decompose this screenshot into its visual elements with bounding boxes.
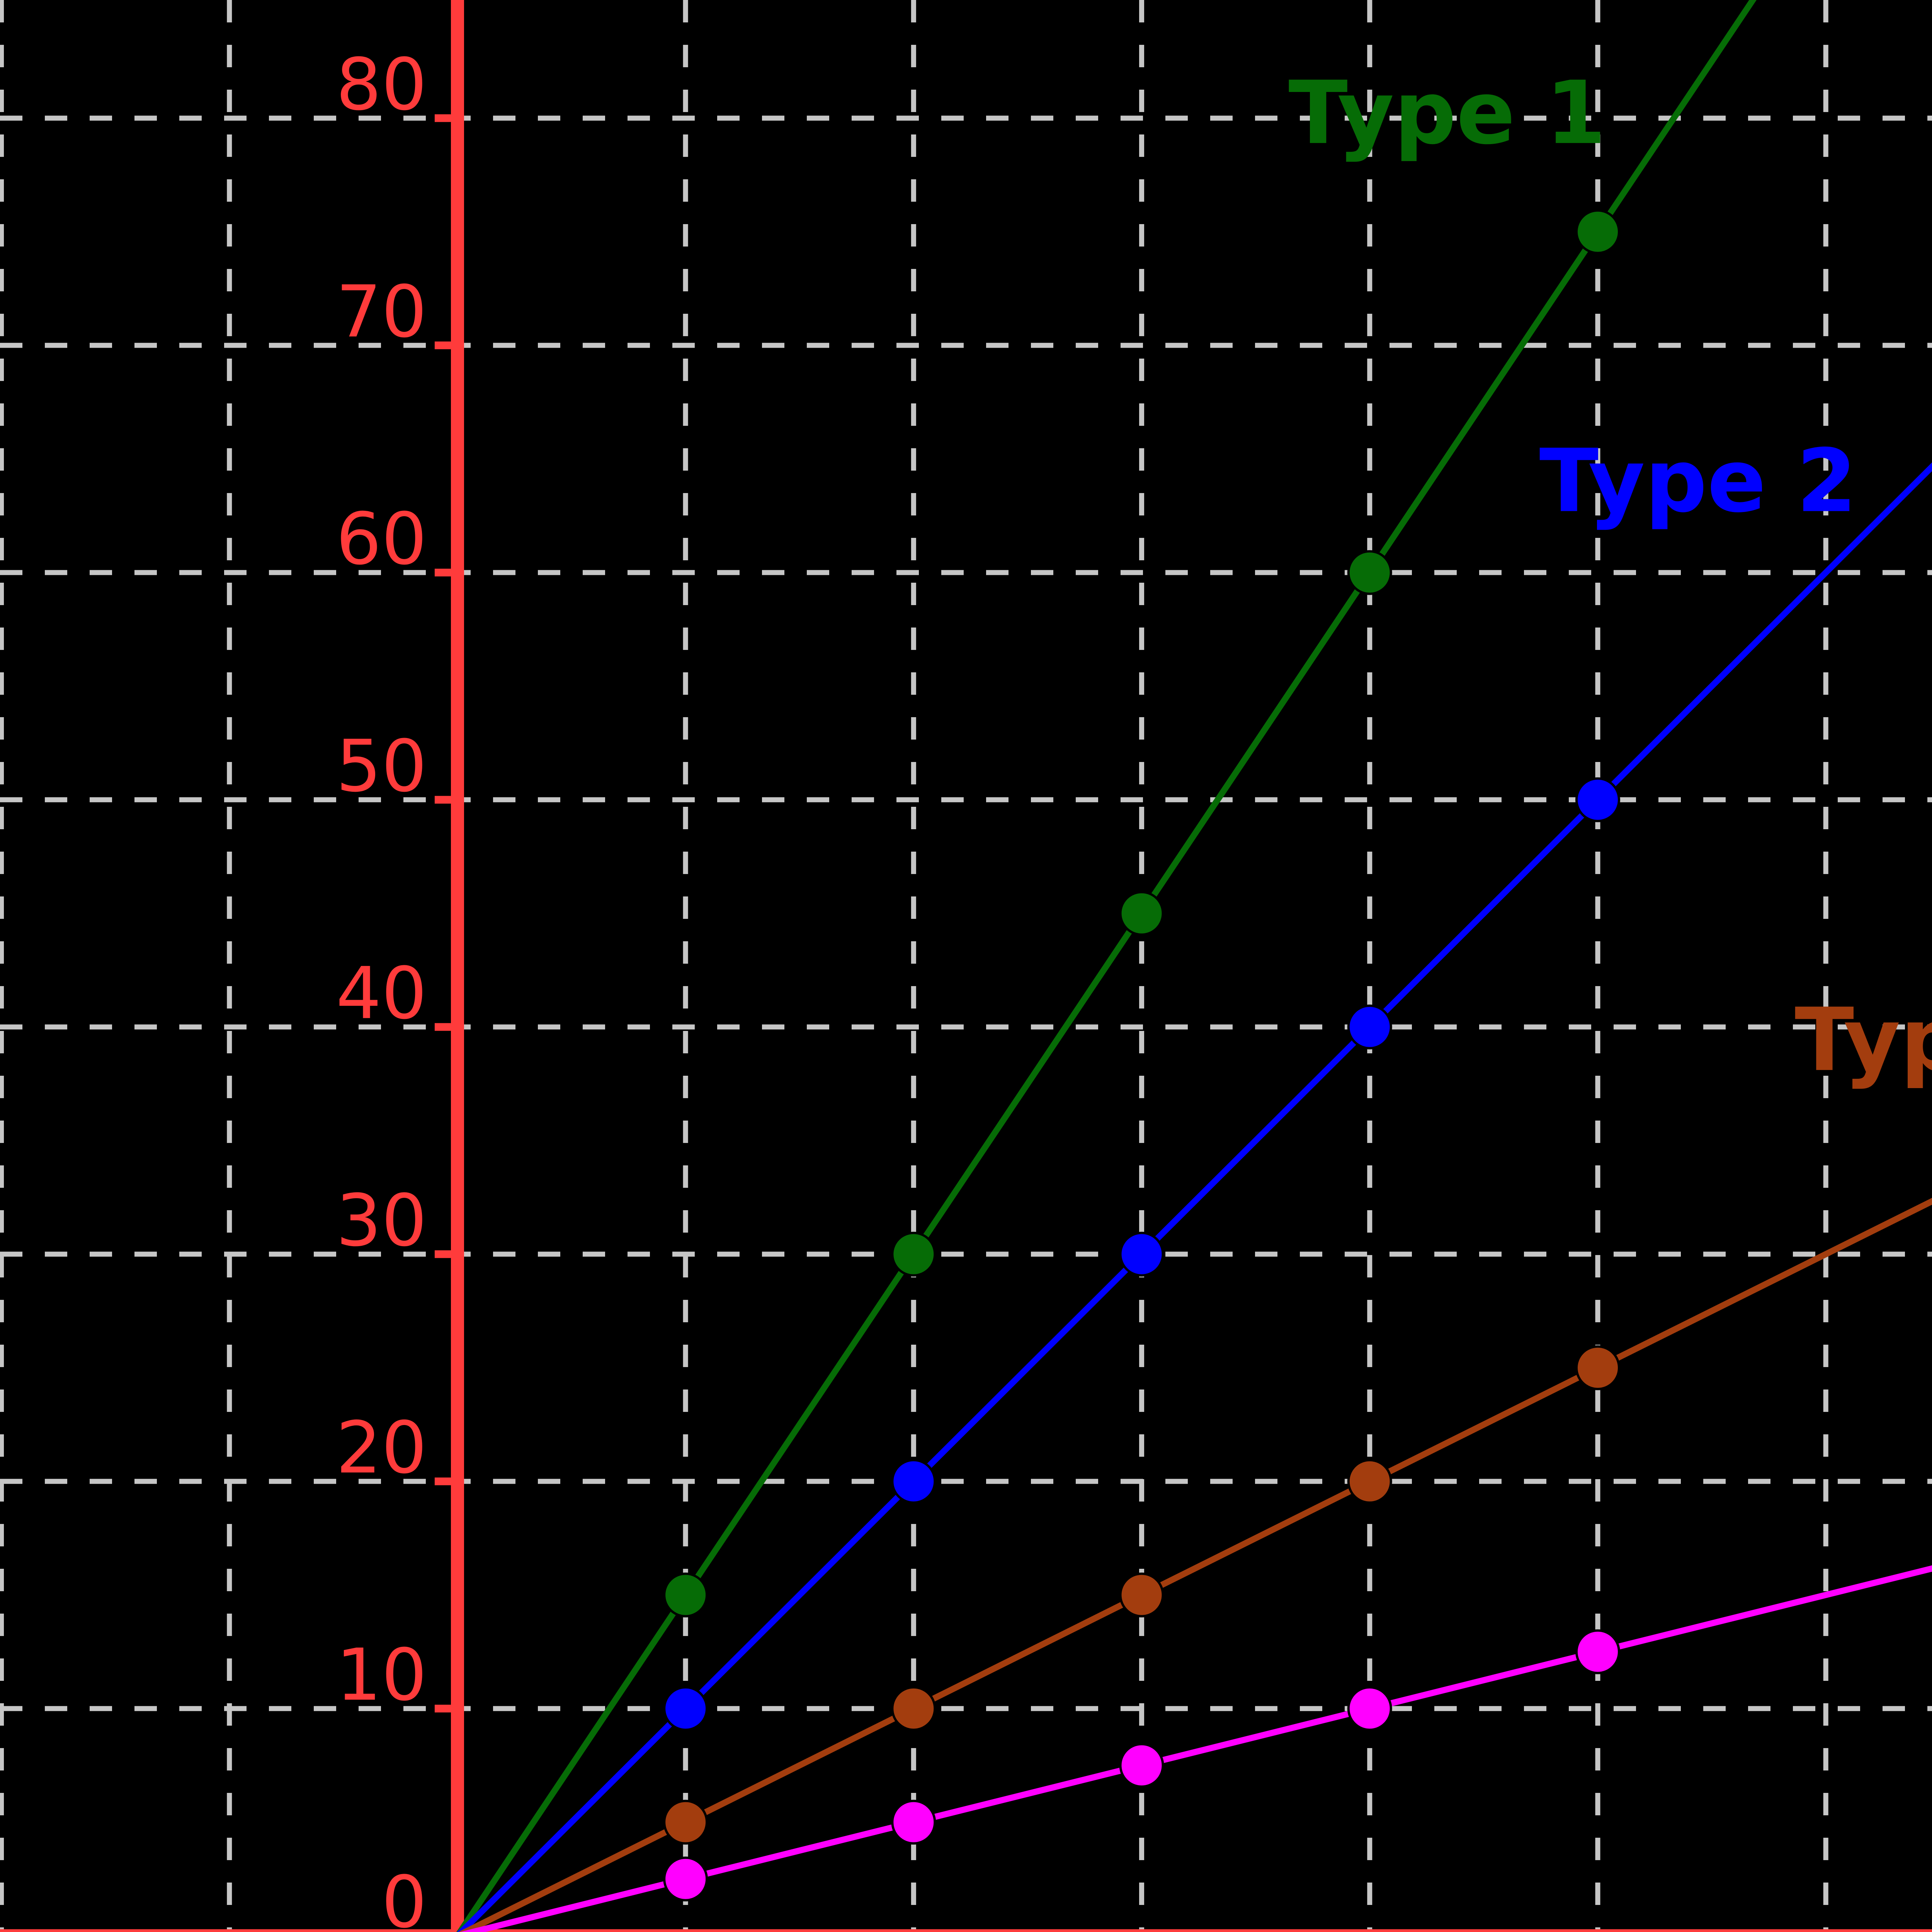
data-point-type-1 bbox=[1347, 550, 1392, 595]
data-point-type-2 bbox=[1575, 777, 1620, 822]
data-point-type-3 bbox=[663, 1799, 708, 1845]
y-tick-label: 60 bbox=[336, 497, 427, 581]
series-label-type-2: Type 2 bbox=[1539, 431, 1857, 532]
data-point-type-2 bbox=[891, 1459, 936, 1504]
y-axis-tick bbox=[434, 341, 451, 349]
data-point-type-3 bbox=[891, 1686, 936, 1731]
data-point-type-2 bbox=[663, 1686, 708, 1731]
y-tick-label: 50 bbox=[336, 724, 427, 808]
y-tick-label: 0 bbox=[381, 1861, 427, 1932]
data-point-type-4 bbox=[891, 1799, 936, 1845]
y-tick-label: 70 bbox=[336, 270, 427, 354]
y-tick-label: 20 bbox=[336, 1406, 427, 1490]
x-axis bbox=[0, 1929, 1932, 1932]
data-point-type-4 bbox=[1347, 1686, 1392, 1731]
data-point-type-2 bbox=[1347, 1004, 1392, 1049]
series-label-type-1: Type 1 bbox=[1288, 63, 1606, 164]
data-point-type-1 bbox=[1119, 891, 1164, 936]
y-tick-label: 10 bbox=[336, 1633, 427, 1717]
y-tick-label: 30 bbox=[336, 1179, 427, 1262]
data-point-type-4 bbox=[663, 1856, 708, 1901]
data-point-type-3 bbox=[1347, 1459, 1392, 1504]
y-axis-tick bbox=[434, 1477, 451, 1485]
tick-labels: -505101520253035404501020304050607080 bbox=[336, 43, 427, 1932]
data-point-type-3 bbox=[1575, 1345, 1620, 1390]
y-axis-tick bbox=[434, 1250, 451, 1258]
y-tick-label: 80 bbox=[336, 43, 427, 126]
y-axis bbox=[451, 0, 464, 1932]
data-point-type-1 bbox=[1575, 209, 1620, 254]
series-line-type-4 bbox=[460, 1565, 1932, 1932]
y-axis-tick bbox=[434, 796, 451, 804]
y-axis-tick bbox=[434, 1704, 451, 1713]
data-point-type-3 bbox=[1119, 1572, 1164, 1617]
series-line-type-3 bbox=[458, 1197, 1932, 1932]
data-points bbox=[663, 209, 1620, 1901]
data-point-type-1 bbox=[891, 1231, 936, 1277]
y-axis-tick bbox=[434, 568, 451, 577]
data-point-type-2 bbox=[1119, 1231, 1164, 1277]
series-label-type-3: Type 3 bbox=[1795, 990, 1932, 1091]
y-axis-tick bbox=[434, 114, 451, 122]
data-point-type-4 bbox=[1575, 1629, 1620, 1674]
y-tick-label: 40 bbox=[336, 952, 427, 1035]
y-axis-tick bbox=[434, 1023, 451, 1031]
data-point-type-4 bbox=[1119, 1743, 1164, 1788]
data-point-type-1 bbox=[663, 1572, 708, 1617]
